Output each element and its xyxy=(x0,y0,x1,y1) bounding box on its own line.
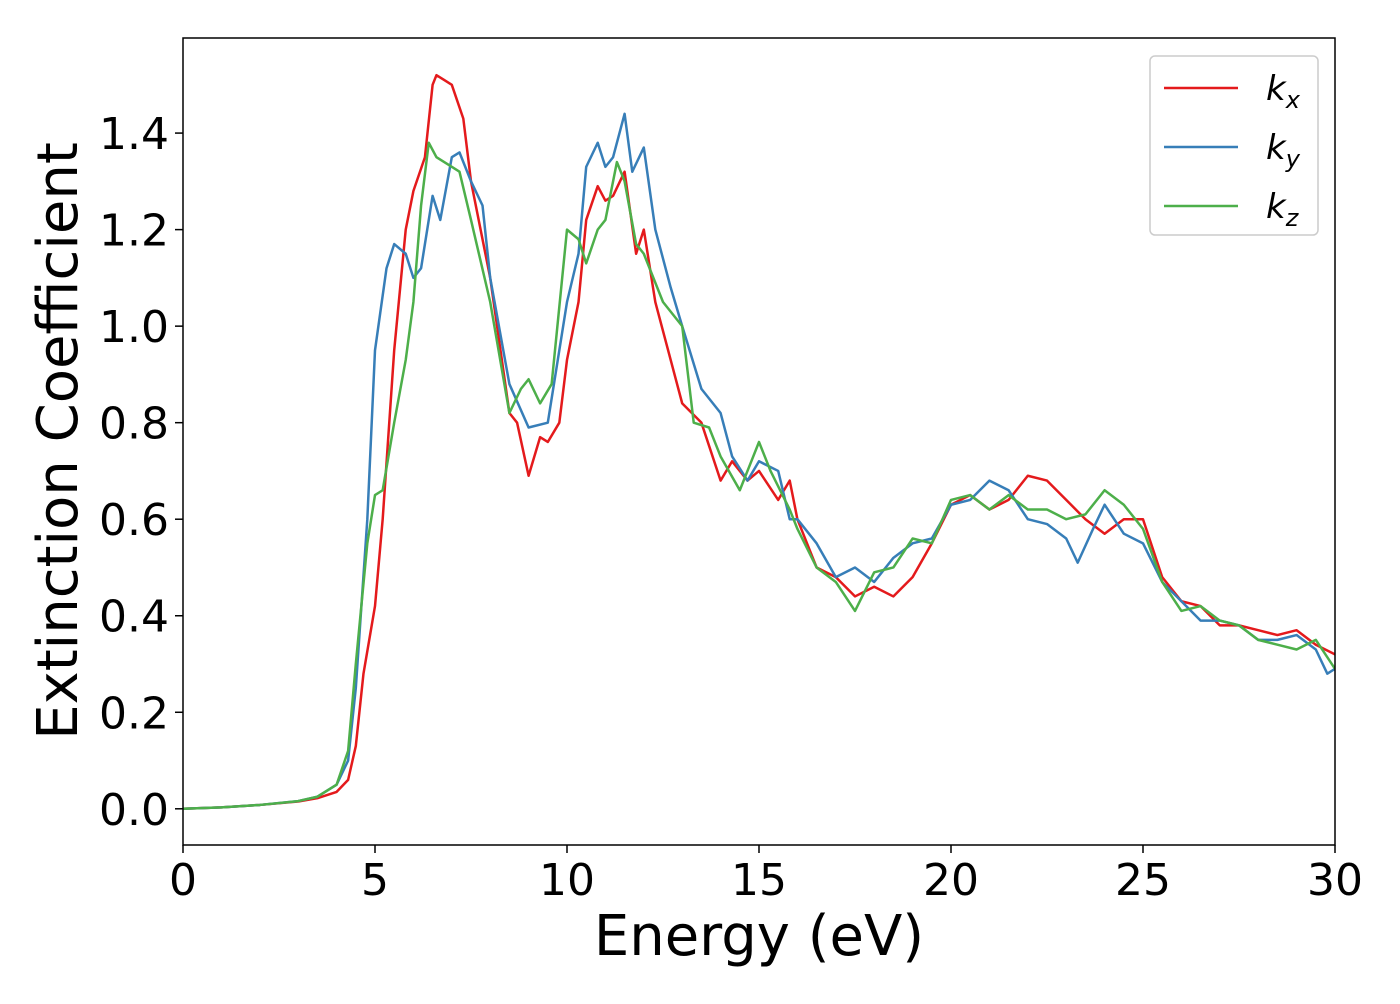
y-tick-label: 0.2 xyxy=(99,688,169,739)
legend-label: kx xyxy=(1266,69,1301,114)
plot-frame xyxy=(182,37,1336,846)
y-axis-label: Extinction Coefficient xyxy=(26,142,91,740)
series-line xyxy=(183,112,1335,811)
legend-label: ky xyxy=(1266,128,1301,173)
x-tick-label: 15 xyxy=(731,855,787,906)
legend-label: kz xyxy=(1266,187,1300,232)
series-line xyxy=(183,141,1335,811)
y-tick-label: 1.4 xyxy=(99,109,169,160)
y-tick-label: 0.6 xyxy=(99,495,169,546)
x-axis-label: Energy (eV) xyxy=(594,904,924,969)
y-tick-label: 0.4 xyxy=(99,592,169,643)
x-tick-label: 30 xyxy=(1307,855,1363,906)
y-tick-label: 0.8 xyxy=(99,399,169,450)
y-tick-label: 0.0 xyxy=(99,785,169,836)
x-tick-label: 5 xyxy=(361,855,389,906)
y-tick-label: 1.0 xyxy=(99,302,169,353)
y-tick-label: 1.2 xyxy=(99,206,169,257)
x-tick-label: 10 xyxy=(539,855,595,906)
x-tick-label: 25 xyxy=(1115,855,1171,906)
x-tick-label: 0 xyxy=(169,855,197,906)
x-tick-label: 20 xyxy=(923,855,979,906)
legend-box xyxy=(1149,55,1319,236)
